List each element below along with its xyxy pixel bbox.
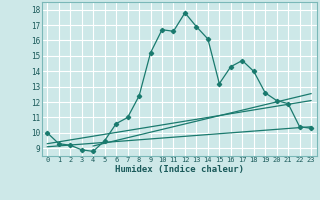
X-axis label: Humidex (Indice chaleur): Humidex (Indice chaleur) bbox=[115, 165, 244, 174]
